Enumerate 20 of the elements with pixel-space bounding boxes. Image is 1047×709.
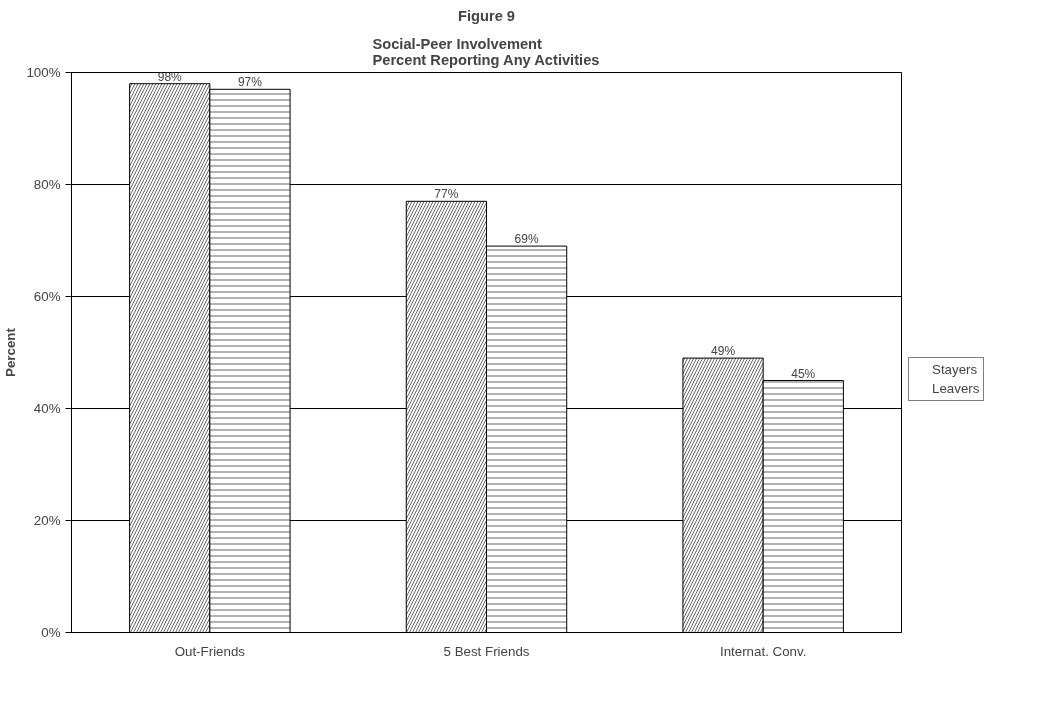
data-label: 97% (237, 75, 263, 90)
text: Stayers (932, 362, 978, 377)
y-tick-label: 100% (26, 65, 61, 80)
y-tick-label: 40% (33, 401, 61, 416)
x-tick-label: 5 Best Friends (443, 643, 530, 659)
chart-title: Figure 9 (458, 7, 516, 24)
data-label: 77% (434, 187, 459, 202)
x-tick-label: Out-Friends (174, 643, 246, 659)
y-tick-label: 20% (33, 513, 61, 528)
y-tick-label: 60% (33, 289, 61, 304)
data-label: 98% (157, 69, 183, 84)
data-label: 69% (514, 232, 539, 247)
data-label: 49% (711, 344, 736, 359)
text: Leavers (932, 381, 980, 396)
y-tick-label: 0% (41, 625, 61, 640)
data-label: 45% (791, 366, 816, 381)
y-axis-title: Percent (3, 327, 19, 377)
y-tick-label: 80% (33, 177, 61, 192)
x-tick-label: Internat. Conv. (719, 643, 807, 659)
chart-subtitle: Social-Peer Involvement Percent Reporting Any Activities (372, 35, 600, 68)
